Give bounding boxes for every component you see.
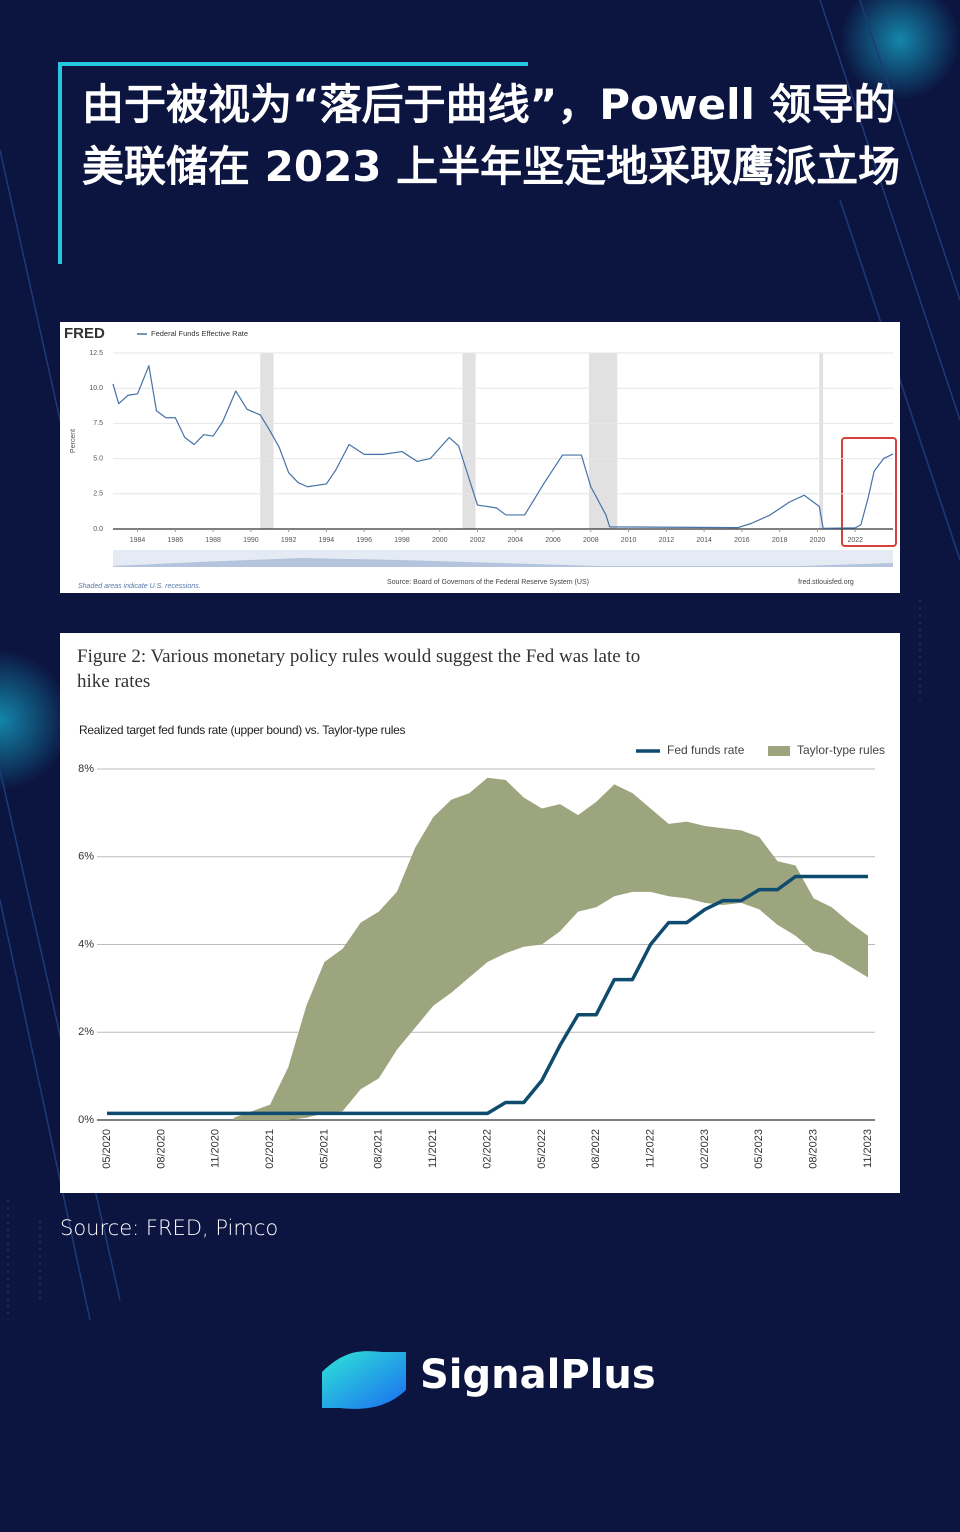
fred-logo: FRED [64, 325, 105, 342]
x-tick-label: 02/2022 [481, 1129, 493, 1169]
source-line: Source: Board of Governors of the Federa… [387, 579, 589, 586]
x-tick-label: 1988 [205, 537, 221, 544]
x-tick-label: 1994 [319, 537, 335, 544]
x-tick-label: 2022 [847, 537, 863, 544]
x-tick-label: 2014 [696, 537, 712, 544]
x-tick-label: 02/2023 [699, 1129, 711, 1169]
y-tick-label: 5.0 [93, 455, 103, 462]
y-tick-label: 12.5 [89, 350, 103, 357]
x-tick-label: 1990 [243, 537, 259, 544]
y-tick-label: 0.0 [93, 526, 103, 533]
x-tick-label: 2010 [621, 537, 637, 544]
figure-title: Figure 2: Various monetary policy rules … [77, 646, 641, 692]
x-tick-label: 1984 [130, 537, 146, 544]
series-line [112, 365, 894, 529]
x-tick-label: 11/2023 [862, 1129, 874, 1168]
legend-swatch [768, 746, 790, 756]
x-tick-label: 1996 [356, 537, 372, 544]
x-tick-label: 2008 [583, 537, 599, 544]
figure-subtitle: Realized target fed funds rate (upper bo… [79, 723, 406, 737]
y-axis-title: Percent [70, 429, 77, 453]
x-tick-label: 08/2023 [808, 1129, 820, 1169]
y-tick-label: 10.0 [89, 385, 103, 392]
y-tick-label: 0% [78, 1114, 94, 1126]
x-tick-label: 02/2021 [264, 1129, 276, 1169]
navigator-shape [113, 558, 893, 567]
recession-band [462, 353, 476, 529]
legend-label: Taylor-type rules [797, 743, 885, 757]
y-tick-label: 6% [78, 851, 94, 863]
x-tick-label: 11/2020 [210, 1129, 222, 1168]
footnote: Shaded areas indicate U.S. recessions. [78, 583, 201, 590]
x-tick-label: 05/2021 [318, 1129, 330, 1169]
x-tick-label: 1998 [394, 537, 410, 544]
x-tick-label: 1992 [281, 537, 297, 544]
recession-band [260, 353, 274, 529]
series-line [107, 874, 868, 1116]
headline: 由于被视为“落后于曲线”，Powell 领导的美联储在 2023 上半年坚定地采… [82, 80, 901, 191]
x-tick-label: 2006 [545, 537, 561, 544]
x-tick-label: 05/2020 [101, 1129, 113, 1169]
band-area [233, 777, 869, 1120]
y-tick-label: 2% [78, 1026, 94, 1038]
x-tick-label: 2000 [432, 537, 448, 544]
y-tick-label: 8% [78, 763, 94, 775]
x-tick-label: 2020 [810, 537, 826, 544]
x-tick-label: 08/2021 [373, 1129, 385, 1169]
x-tick-label: 2004 [507, 537, 523, 544]
x-tick-label: 11/2022 [644, 1129, 656, 1168]
x-tick-label: 2016 [734, 537, 750, 544]
x-tick-label: 2002 [470, 537, 486, 544]
y-tick-label: 4% [78, 938, 94, 950]
x-tick-label: 05/2022 [536, 1129, 548, 1169]
highlight-box [841, 437, 897, 547]
legend-label: Fed funds rate [667, 743, 745, 757]
x-tick-label: 2012 [659, 537, 675, 544]
site-link: fred.stlouisfed.org [798, 579, 854, 586]
brand-name: SignalPlus [420, 1352, 656, 1398]
x-tick-label: 2018 [772, 537, 788, 544]
y-tick-label: 2.5 [93, 491, 103, 498]
source-note: Source: FRED, Pimco [60, 1216, 279, 1240]
recession-band [588, 353, 618, 529]
x-tick-label: 05/2023 [753, 1129, 765, 1169]
x-tick-label: 11/2021 [427, 1129, 439, 1168]
fred-panel [60, 322, 900, 593]
brand-logo [322, 1351, 406, 1409]
x-tick-label: 08/2022 [590, 1129, 602, 1169]
x-tick-label: 08/2020 [155, 1129, 167, 1169]
recession-band [819, 353, 824, 529]
legend-label: Federal Funds Effective Rate [151, 329, 248, 338]
x-tick-label: 1986 [168, 537, 184, 544]
y-tick-label: 7.5 [93, 420, 103, 427]
